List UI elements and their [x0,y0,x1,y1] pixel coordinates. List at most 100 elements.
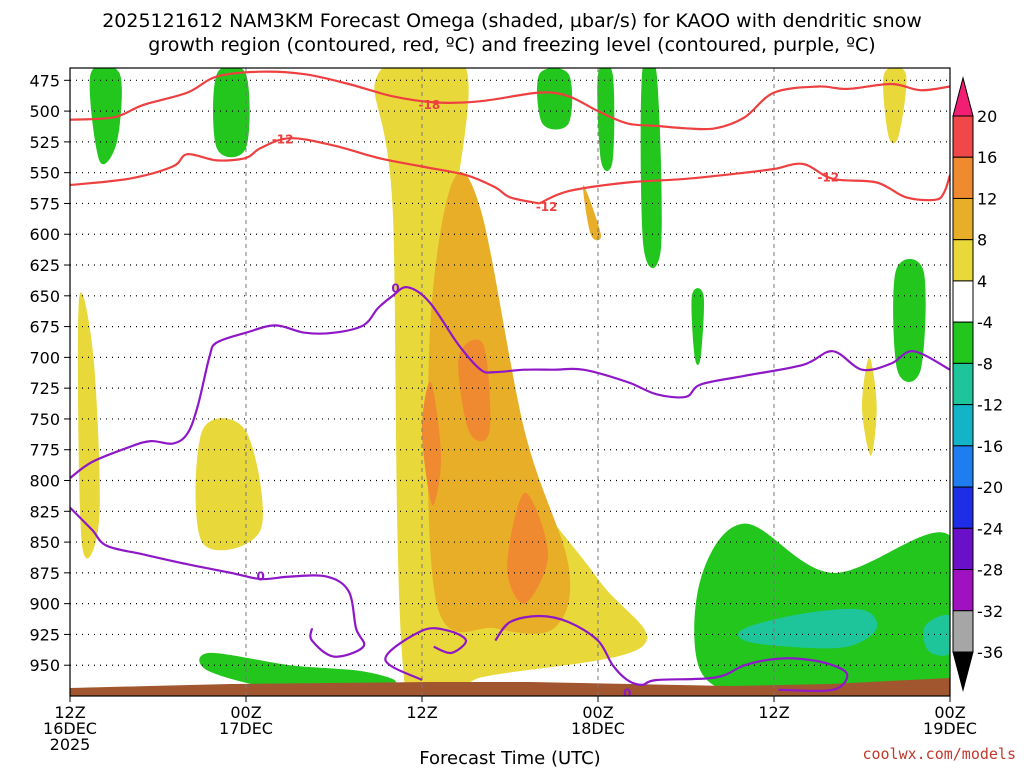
x-tick-label-0-2: 16DEC [43,719,97,738]
chart-title-line2: growth region (contoured, red, ºC) and f… [148,34,875,56]
y-tick-label-775: 775 [29,441,60,460]
colorbar-label-4: 4 [977,272,987,291]
colorbar-box-5 [952,321,974,364]
y-tick-label-900: 900 [29,595,60,614]
omega-region--4-10 [89,68,122,165]
omega-region--4-12 [537,68,573,130]
contour-dendritic-minus-12-b [538,162,950,205]
colorbar-label-10: -24 [977,519,1003,538]
omega-region--4-14 [640,68,662,268]
x-tick-label-0-3: 2025 [50,735,91,754]
colorbar-box-1 [952,156,974,199]
y-tick-label-625: 625 [29,256,60,275]
y-tick-label-475: 475 [29,71,60,90]
y-axis: 475 500 525 550 575 600 625 650 675 700 725 750 775 8… [29,71,70,675]
y-tick-label-925: 925 [29,625,60,644]
colorbar-box-6 [952,362,974,406]
colorbar-box-3 [952,239,974,282]
omega-region--4-16 [893,258,926,382]
contour-freezing-level-0-b [70,506,366,658]
y-tick-label-875: 875 [29,564,60,583]
colorbar-box-2 [952,197,974,241]
y-tick-label-800: 800 [29,472,60,491]
plot-frame [69,67,951,697]
omega-region--4-13 [597,68,615,172]
colorbar-label-6: -8 [977,354,993,373]
omega-region-8-6 [583,185,602,241]
colorbar-box-9 [952,486,974,529]
colorbar-box-11 [952,569,974,612]
y-tick-label-850: 850 [29,533,60,552]
contour-dendritic-minus-12-a [70,137,540,205]
colorbar-bottom-arrow [952,651,974,692]
x-tick-label-24-1: 12Z [406,703,437,722]
omega-region-12-9 [507,492,549,604]
y-tick-label-650: 650 [29,287,60,306]
contour-label-dendritic-minus-12-label-b: -12 [817,171,839,185]
omega-region-8-5 [427,172,571,634]
omega-region--8-20 [923,614,950,656]
contour-label-dendritic-minus-12-b: -12 [536,200,558,214]
chart-title-line1: 2025121612 NAM3KM Forecast Omega (shaded… [102,10,922,32]
colorbar-label-7: -12 [977,396,1003,415]
contour-freezing-level-0-a [70,286,950,479]
colorbar-label-0: 20 [977,107,997,126]
omega-region--4-15 [691,288,705,366]
credit-text: coolwx.com/models [862,745,1016,763]
contour-dendritic-minus-18 [70,70,950,131]
colorbar-box-4 [952,280,974,323]
y-tick-label-950: 950 [29,656,60,675]
ground-layer [70,678,950,696]
y-tick-label-725: 725 [29,379,60,398]
omega-shading-layer [77,68,950,696]
x-tick-label-48-1: 12Z [758,703,789,722]
colorbar-label-1: 16 [977,148,997,167]
colorbar-box-12 [952,610,974,653]
y-tick-label-825: 825 [29,502,60,521]
x-tick-label-0-1: 12Z [54,703,85,722]
below-ground-shading [70,678,950,696]
y-tick-label-700: 700 [29,348,60,367]
colorbar-label-8: -16 [977,437,1003,456]
colorbar-label-3: 8 [977,231,987,250]
x-tick-label-12-2: 17DEC [219,719,273,738]
y-tick-label-675: 675 [29,318,60,337]
y-tick-label-575: 575 [29,194,60,213]
x-tick-label-36-1: 00Z [582,703,613,722]
y-tick-label-750: 750 [29,410,60,429]
omega-region-4-2 [77,292,100,559]
omega-region-12-7 [421,381,442,506]
colorbar-box-10 [952,527,974,571]
contour-label-freezing-level-0-d: 0 [623,687,631,701]
colorbar-label-5: -4 [977,313,993,332]
colorbar-box-0 [952,115,974,158]
x-tick-label-60-1: 00Z [934,703,965,722]
colorbar-box-8 [952,445,974,488]
y-tick-label-525: 525 [29,133,60,152]
colorbar-box-7 [952,404,974,447]
omega-region-4-3 [861,357,877,456]
colorbar-label-12: -32 [977,602,1003,621]
colorbar-label-11: -28 [977,561,1003,580]
colorbar-label-13: -36 [977,643,1003,662]
colorbar: 20 16 12 8 4 -4 -8 -12 -16 -20 -24 -28 -32 -36 [952,76,1003,692]
contour-label-dendritic-minus-18: -18 [418,98,440,112]
omega-region-4-4 [883,68,907,144]
x-tick-label-12-1: 00Z [230,703,261,722]
y-tick-label-600: 600 [29,225,60,244]
x-tick-label-36-2: 18DEC [571,719,625,738]
y-tick-label-500: 500 [29,102,60,121]
colorbar-top-arrow [952,76,974,117]
contour-layer: -18 -12 -12 -12 0 0 0 [70,70,950,701]
contour-label-freezing-level-0-b: 0 [256,570,264,584]
omega-region-4-1 [195,418,263,551]
colorbar-label-2: 12 [977,189,997,208]
contour-freezing-level-0-c [384,627,468,681]
omega-region--4-17 [694,523,950,696]
omega-region-12-8 [458,339,491,442]
x-axis-label: Forecast Time (UTC) [419,748,600,768]
colorbar-label-9: -20 [977,478,1003,497]
omega-region--4-11 [213,68,250,158]
